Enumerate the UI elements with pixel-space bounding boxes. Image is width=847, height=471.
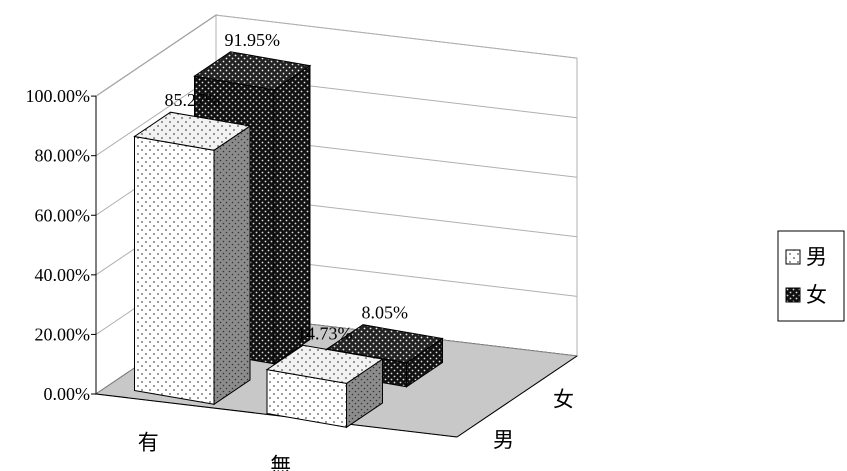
depth-labels: 男女 bbox=[493, 387, 574, 452]
bar-male-0 bbox=[133, 111, 252, 406]
bar-side-face bbox=[273, 64, 311, 365]
legend-swatch-female bbox=[785, 287, 801, 303]
y-tick-label: 100.00% bbox=[26, 86, 91, 106]
data-labels: 91.95% 8.05% 85.27% 14.73% bbox=[165, 30, 409, 344]
bar-top-face bbox=[133, 111, 252, 151]
bar-front-face bbox=[134, 135, 215, 405]
bars bbox=[133, 51, 444, 429]
y-tick-label: 20.00% bbox=[35, 324, 91, 344]
legend-label-male: 男 bbox=[806, 245, 827, 269]
data-label: 85.27% bbox=[165, 90, 221, 110]
y-tick-label: 40.00% bbox=[35, 265, 91, 285]
y-tick-label: 60.00% bbox=[35, 205, 91, 225]
depth-label: 男 bbox=[493, 428, 514, 452]
y-tick-label: 80.00% bbox=[35, 146, 91, 166]
legend-swatch-male bbox=[785, 249, 801, 265]
depth-label: 女 bbox=[553, 387, 574, 411]
bar-top-face bbox=[193, 51, 312, 91]
bar-side-face bbox=[213, 125, 251, 406]
category-label: 無 bbox=[270, 454, 291, 471]
y-axis-ticks: 0.00% 20.00% 40.00% 60.00% 80.00% 100.00% bbox=[26, 86, 96, 404]
category-labels: 有無 bbox=[138, 431, 292, 471]
data-label: 14.73% bbox=[297, 323, 353, 343]
depth-axis-line bbox=[456, 355, 578, 438]
legend-label-female: 女 bbox=[806, 283, 827, 307]
legend: 男 女 bbox=[777, 230, 845, 322]
bar-male-1 bbox=[265, 344, 384, 429]
data-label: 8.05% bbox=[362, 303, 409, 323]
data-label: 91.95% bbox=[225, 30, 281, 50]
gridline bbox=[95, 14, 578, 97]
y-tick-label: 0.00% bbox=[44, 384, 91, 404]
bar-top-face bbox=[265, 344, 384, 384]
category-label: 有 bbox=[138, 431, 159, 455]
legend-box bbox=[777, 230, 845, 322]
